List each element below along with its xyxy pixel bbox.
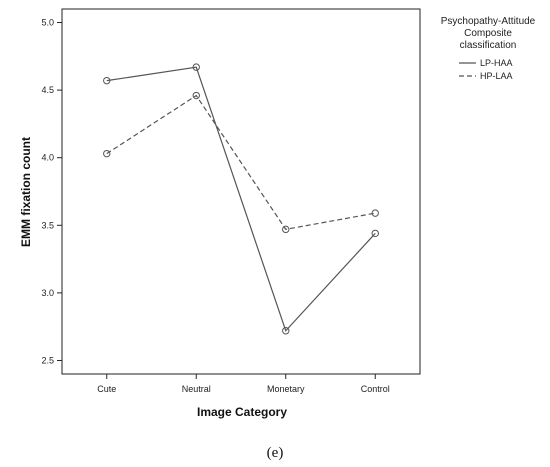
data-point-hp-laa	[103, 149, 111, 158]
data-point-lp-haa	[282, 327, 290, 335]
legend: Psychopathy-Attitude Composite classific…	[441, 16, 536, 81]
series-line-lp-haa	[106, 66, 376, 332]
series-layer	[103, 63, 379, 335]
x-tick-label: Monetary	[267, 384, 305, 394]
legend-title-line-3: classification	[460, 40, 517, 51]
data-point-hp-laa	[282, 225, 290, 234]
x-tick-label: Neutral	[182, 384, 211, 394]
legend-label-hp-laa: HP-LAA	[480, 71, 513, 81]
x-tick-label: Control	[361, 384, 390, 394]
data-point-hp-laa	[192, 91, 200, 100]
y-tick-label: 2.5	[41, 355, 54, 365]
legend-title-line-1: Psychopathy-Attitude	[441, 16, 536, 27]
legend-title-line-2: Composite	[464, 28, 512, 39]
y-axis-title: EMM fixation count	[19, 137, 33, 247]
x-axis: Cute Neutral Monetary Control	[97, 374, 390, 394]
y-tick-label: 5.0	[41, 18, 54, 28]
panel-label: (e)	[267, 445, 284, 461]
y-tick-label: 4.5	[41, 85, 54, 95]
series-line-hp-laa	[106, 94, 376, 231]
data-point-lp-haa	[371, 229, 379, 238]
y-tick-label: 3.0	[41, 288, 54, 298]
legend-label-lp-haa: LP-HAA	[480, 58, 513, 68]
data-point-lp-haa	[192, 63, 200, 71]
x-tick-label: Cute	[97, 384, 116, 394]
x-axis-title: Image Category	[197, 405, 287, 419]
y-axis: 2.5 3.0 3.5 4.0 4.5 5.0	[41, 18, 62, 365]
plot-frame	[61, 8, 421, 375]
y-tick-label: 3.5	[41, 220, 54, 230]
data-point-hp-laa	[371, 209, 379, 217]
y-tick-label: 4.0	[41, 153, 54, 163]
data-point-lp-haa	[103, 76, 111, 85]
